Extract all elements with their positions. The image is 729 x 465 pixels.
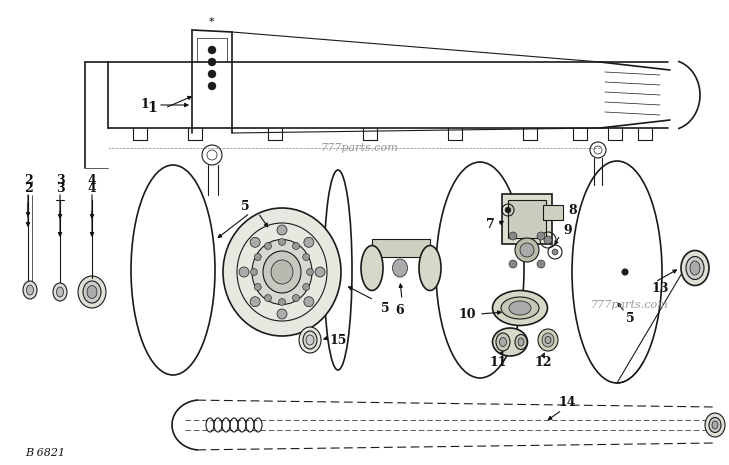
Circle shape bbox=[292, 294, 300, 301]
Ellipse shape bbox=[538, 329, 558, 351]
Circle shape bbox=[306, 268, 313, 275]
Text: 2: 2 bbox=[23, 181, 32, 194]
Ellipse shape bbox=[57, 287, 63, 297]
Text: 6: 6 bbox=[396, 304, 405, 317]
Ellipse shape bbox=[361, 246, 383, 291]
Circle shape bbox=[509, 232, 517, 240]
Circle shape bbox=[278, 299, 286, 306]
Circle shape bbox=[254, 284, 261, 291]
Ellipse shape bbox=[87, 286, 97, 299]
Circle shape bbox=[552, 249, 558, 255]
Ellipse shape bbox=[23, 281, 37, 299]
Ellipse shape bbox=[493, 328, 528, 356]
Ellipse shape bbox=[515, 238, 539, 262]
Circle shape bbox=[509, 260, 517, 268]
Text: 10: 10 bbox=[459, 307, 476, 320]
Ellipse shape bbox=[252, 239, 312, 305]
Circle shape bbox=[537, 260, 545, 268]
Ellipse shape bbox=[303, 331, 317, 349]
Ellipse shape bbox=[78, 276, 106, 308]
Ellipse shape bbox=[499, 338, 507, 346]
Circle shape bbox=[208, 70, 216, 78]
Text: 1: 1 bbox=[147, 101, 157, 115]
Text: 5: 5 bbox=[625, 312, 634, 325]
Circle shape bbox=[254, 253, 261, 260]
Circle shape bbox=[265, 294, 271, 301]
Text: 3: 3 bbox=[55, 181, 64, 194]
Circle shape bbox=[303, 253, 310, 260]
Text: 8: 8 bbox=[569, 204, 577, 217]
Circle shape bbox=[277, 309, 287, 319]
Circle shape bbox=[239, 267, 249, 277]
Text: 1: 1 bbox=[141, 99, 149, 112]
Circle shape bbox=[277, 225, 287, 235]
Circle shape bbox=[250, 237, 260, 247]
Circle shape bbox=[537, 232, 545, 240]
Circle shape bbox=[304, 237, 314, 247]
Circle shape bbox=[208, 46, 216, 54]
Bar bbox=[372, 239, 430, 257]
Text: 13: 13 bbox=[651, 281, 668, 294]
Ellipse shape bbox=[509, 301, 531, 315]
Circle shape bbox=[622, 269, 628, 275]
Ellipse shape bbox=[263, 251, 301, 293]
Circle shape bbox=[292, 243, 300, 250]
Text: 777parts.com: 777parts.com bbox=[321, 143, 399, 153]
Circle shape bbox=[208, 82, 216, 90]
Circle shape bbox=[303, 284, 310, 291]
Text: B 6821: B 6821 bbox=[25, 448, 65, 458]
Ellipse shape bbox=[681, 251, 709, 286]
Circle shape bbox=[208, 58, 216, 66]
Circle shape bbox=[315, 267, 325, 277]
Ellipse shape bbox=[26, 285, 34, 295]
Ellipse shape bbox=[53, 283, 67, 301]
Ellipse shape bbox=[271, 260, 293, 284]
Text: 12: 12 bbox=[534, 356, 552, 368]
Ellipse shape bbox=[690, 261, 700, 275]
Circle shape bbox=[278, 239, 286, 246]
Ellipse shape bbox=[542, 333, 554, 347]
Ellipse shape bbox=[712, 421, 718, 429]
Ellipse shape bbox=[496, 333, 510, 351]
Ellipse shape bbox=[83, 281, 101, 303]
Text: 9: 9 bbox=[564, 224, 572, 237]
Text: 3: 3 bbox=[55, 173, 64, 186]
Circle shape bbox=[544, 236, 552, 244]
Text: 2: 2 bbox=[23, 173, 32, 186]
Ellipse shape bbox=[299, 327, 321, 353]
Ellipse shape bbox=[520, 243, 534, 257]
Text: *: * bbox=[209, 17, 215, 27]
Ellipse shape bbox=[686, 257, 704, 279]
Circle shape bbox=[505, 207, 511, 213]
Text: 777parts.com: 777parts.com bbox=[591, 300, 669, 310]
Text: 11: 11 bbox=[489, 356, 507, 368]
Circle shape bbox=[250, 297, 260, 307]
Text: 4: 4 bbox=[87, 181, 96, 194]
Circle shape bbox=[265, 243, 271, 250]
Circle shape bbox=[251, 268, 257, 275]
Ellipse shape bbox=[709, 418, 721, 432]
Ellipse shape bbox=[392, 259, 408, 277]
Bar bbox=[508, 200, 546, 238]
Ellipse shape bbox=[545, 337, 551, 344]
Text: 14: 14 bbox=[558, 396, 576, 408]
Ellipse shape bbox=[306, 335, 314, 345]
Text: 5: 5 bbox=[381, 301, 389, 314]
Text: 5: 5 bbox=[241, 200, 249, 213]
Circle shape bbox=[304, 297, 314, 307]
Ellipse shape bbox=[223, 208, 341, 336]
Ellipse shape bbox=[493, 291, 547, 326]
Ellipse shape bbox=[705, 413, 725, 437]
Bar bbox=[502, 194, 552, 244]
Ellipse shape bbox=[501, 297, 539, 319]
Ellipse shape bbox=[419, 246, 441, 291]
Text: 15: 15 bbox=[330, 333, 347, 346]
Text: 7: 7 bbox=[486, 218, 494, 231]
Ellipse shape bbox=[515, 334, 527, 350]
Text: 4: 4 bbox=[87, 173, 96, 186]
Ellipse shape bbox=[518, 338, 524, 346]
Bar bbox=[543, 205, 563, 220]
